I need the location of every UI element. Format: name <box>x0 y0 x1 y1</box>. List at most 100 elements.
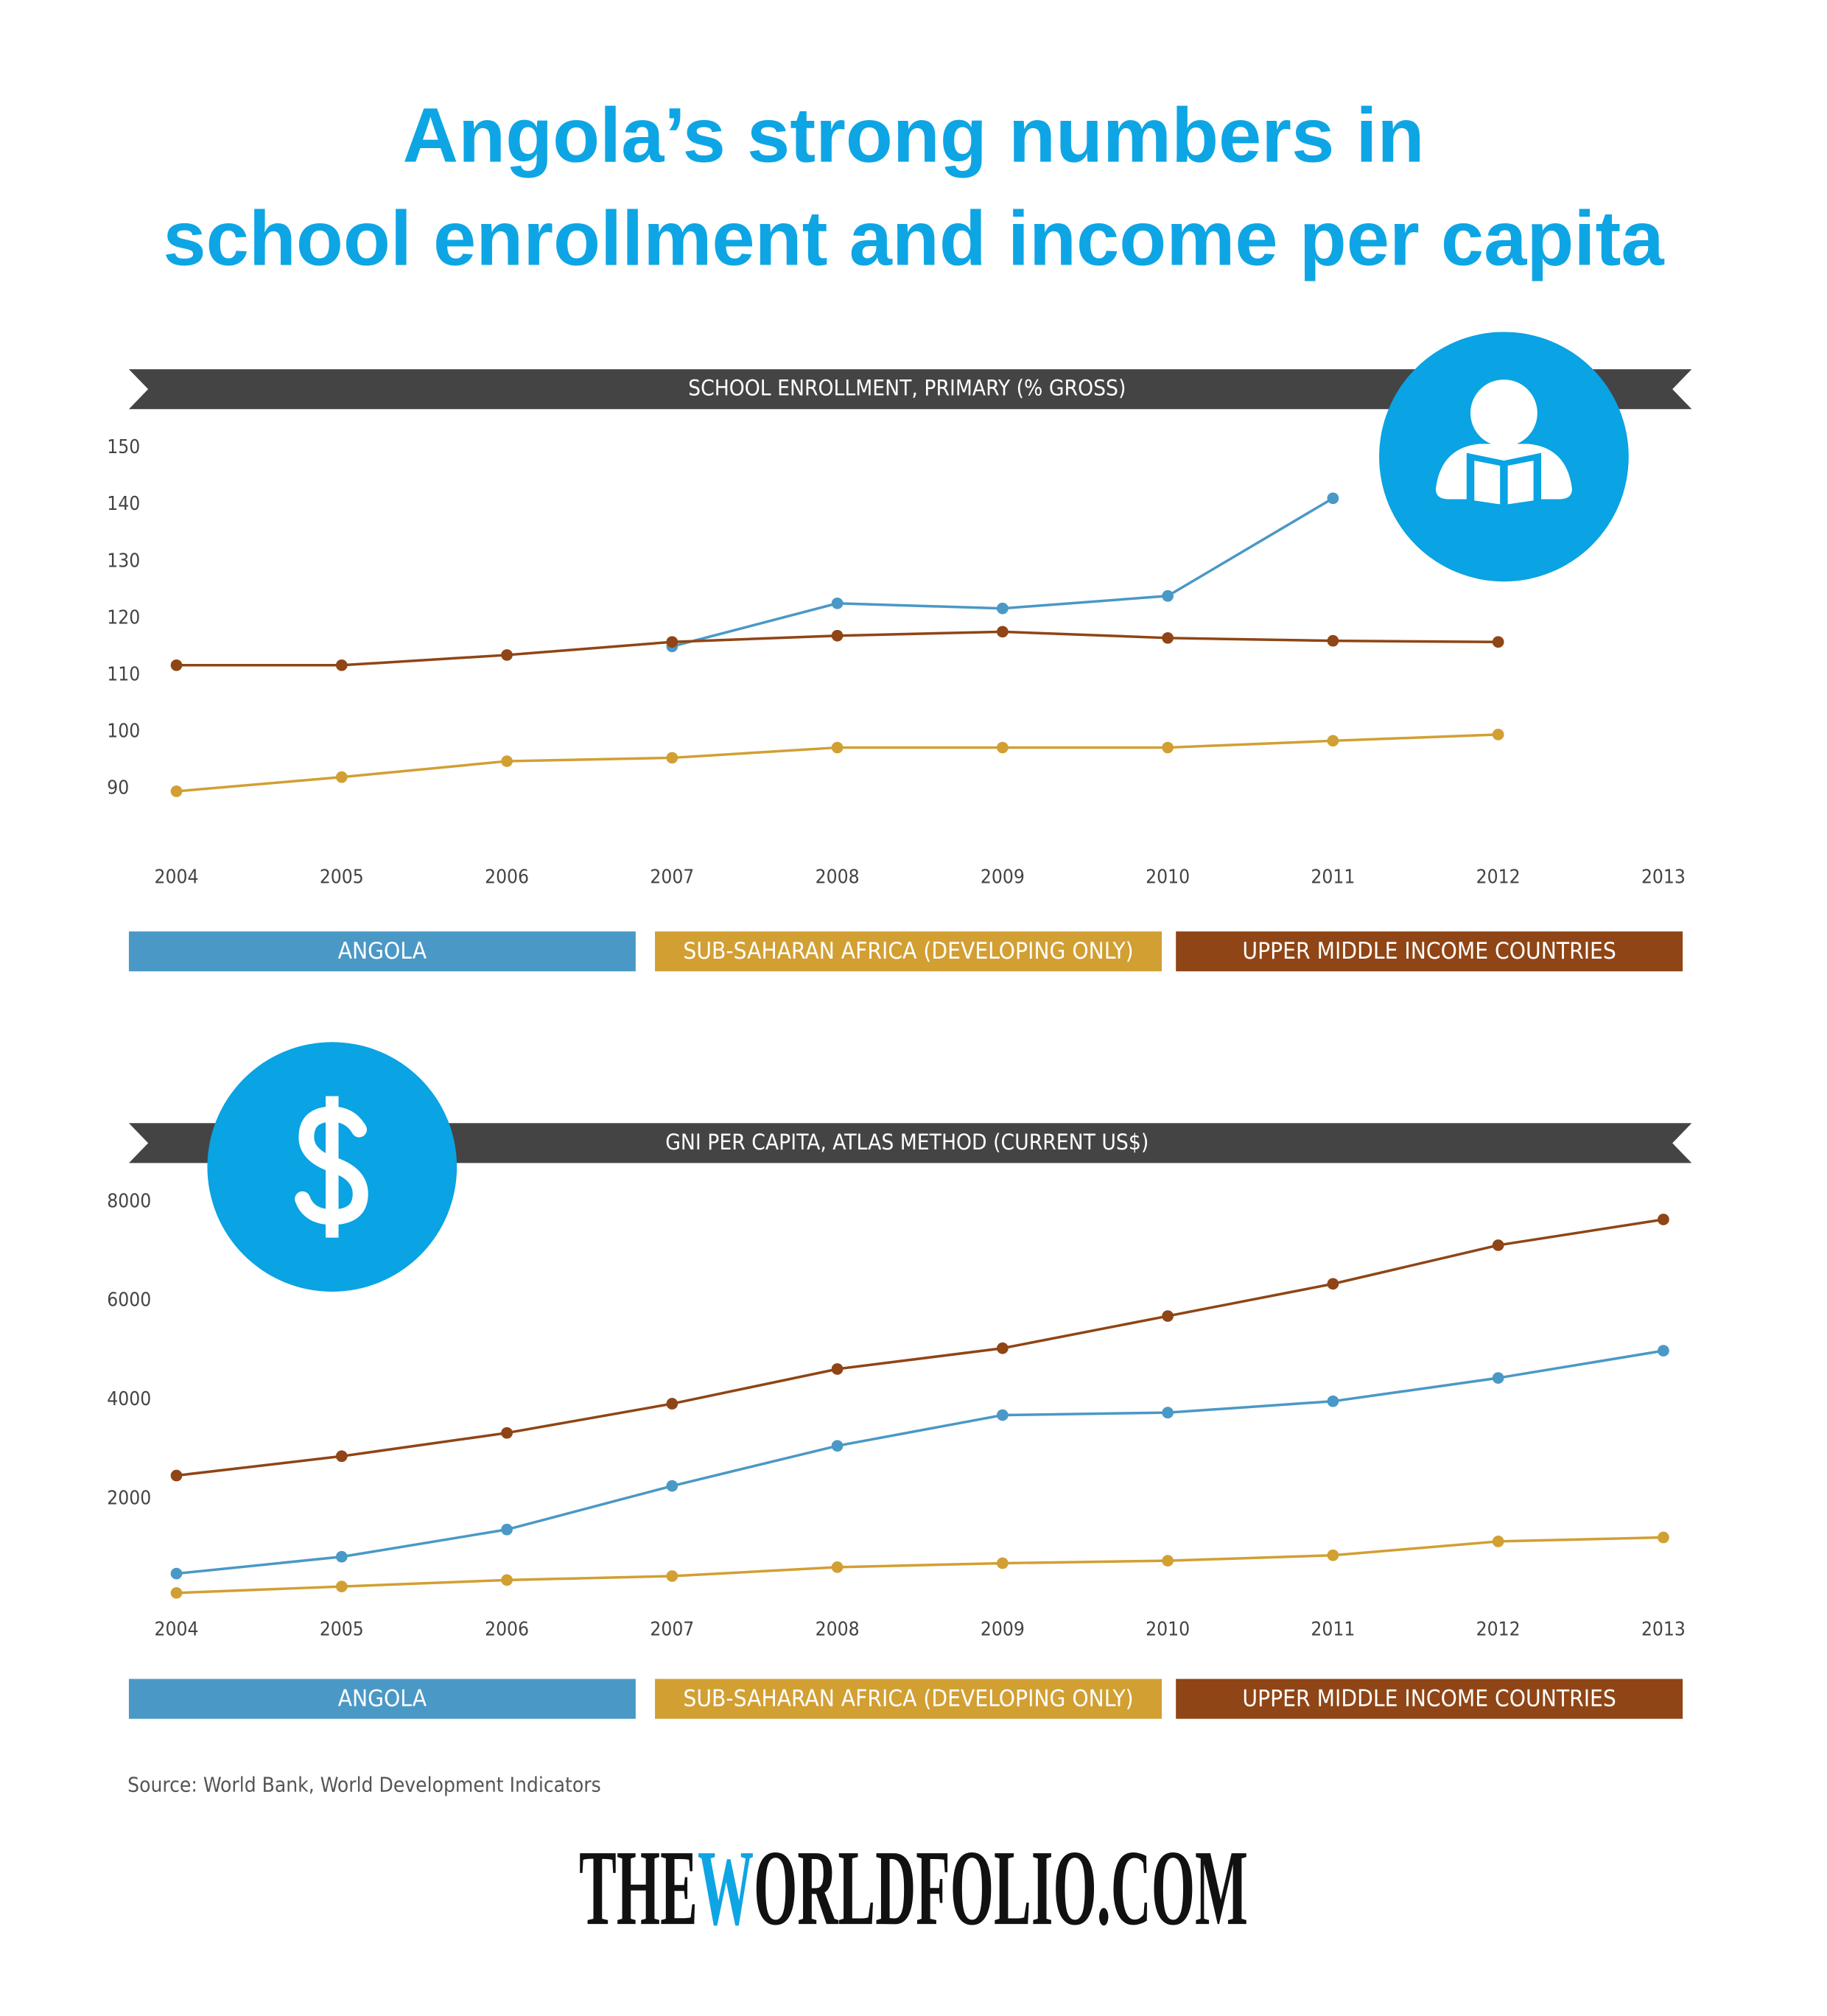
y-tick-label: 8000 <box>107 1190 151 1212</box>
point <box>335 1581 348 1592</box>
legend-swatch <box>1176 931 1683 972</box>
x-tick-label: 2013 <box>1641 1619 1686 1641</box>
banner <box>128 369 1692 410</box>
point <box>501 1574 513 1586</box>
legend-label: ANGOLA <box>338 938 427 965</box>
point <box>501 755 513 767</box>
point <box>1492 1372 1504 1384</box>
point <box>1162 741 1174 754</box>
point <box>1492 636 1504 648</box>
point <box>997 741 1009 754</box>
point <box>1658 1531 1669 1544</box>
legend-swatch <box>655 1679 1162 1719</box>
y-tick-label: 4000 <box>107 1388 151 1410</box>
point <box>335 1550 348 1563</box>
point <box>831 1440 844 1452</box>
point <box>501 1523 513 1536</box>
point <box>831 1363 844 1375</box>
point <box>997 1409 1009 1421</box>
legend-label: ANGOLA <box>338 1685 427 1712</box>
x-tick-label: 2007 <box>650 866 694 888</box>
point <box>170 659 183 671</box>
point <box>666 1570 678 1582</box>
x-tick-label: 2009 <box>981 866 1025 888</box>
x-tick-label: 2012 <box>1476 866 1521 888</box>
chart-title: SCHOOL ENROLLMENT, PRIMARY (% GROSS) <box>688 375 1126 401</box>
point <box>997 602 1009 615</box>
legend-swatch <box>1176 1679 1683 1719</box>
brand-part: ORLDFOLIO.COM <box>754 1827 1248 1947</box>
y-tick-label: 130 <box>107 550 140 572</box>
x-tick-label: 2005 <box>320 1619 364 1641</box>
y-tick-label: 110 <box>107 663 140 685</box>
point <box>1658 1214 1669 1225</box>
title-line: Angola’s strong numbers in <box>402 93 1424 179</box>
point <box>1327 1395 1339 1407</box>
point <box>1658 1345 1669 1357</box>
title-line: school enrollment and income per capita <box>163 195 1664 281</box>
x-tick-label: 2011 <box>1311 1619 1355 1641</box>
point <box>1162 589 1174 602</box>
x-tick-label: 2007 <box>650 1619 694 1641</box>
x-tick-label: 2004 <box>155 1619 199 1641</box>
point <box>997 626 1009 638</box>
series-line <box>176 1349 1664 1575</box>
y-tick-label: 120 <box>107 606 140 629</box>
x-tick-label: 2009 <box>981 1619 1025 1641</box>
point <box>1492 1536 1504 1547</box>
y-tick-label: 6000 <box>107 1289 151 1312</box>
point <box>335 771 348 783</box>
point <box>1162 1407 1174 1418</box>
y-tick-label: 90 <box>107 777 129 799</box>
x-tick-label: 2011 <box>1311 866 1355 888</box>
x-tick-label: 2004 <box>155 866 199 888</box>
point <box>666 1398 678 1410</box>
x-tick-label: 2005 <box>320 866 364 888</box>
brand-part: W <box>698 1827 754 1947</box>
y-tick-label: 150 <box>107 436 140 458</box>
legend-swatch <box>655 931 1162 972</box>
legend-label: SUB-SAHARAN AFRICA (DEVELOPING ONLY) <box>683 1685 1133 1712</box>
x-tick-label: 2006 <box>485 1619 529 1641</box>
point <box>831 629 844 642</box>
x-tick-label: 2008 <box>816 1619 860 1641</box>
reader-icon <box>1379 332 1629 582</box>
dollar-icon <box>207 1042 457 1292</box>
point <box>170 1586 183 1599</box>
point <box>831 1561 844 1573</box>
point <box>1327 634 1339 647</box>
x-tick-label: 2006 <box>485 866 529 888</box>
point <box>831 597 844 609</box>
point <box>1327 492 1339 505</box>
legend-swatch <box>128 1679 636 1719</box>
point <box>1162 631 1174 644</box>
point <box>501 649 513 661</box>
point <box>170 785 183 797</box>
point <box>666 636 678 648</box>
x-tick-label: 2008 <box>816 866 860 888</box>
point <box>831 741 844 754</box>
y-tick-label: 140 <box>107 493 140 515</box>
point <box>666 1480 678 1492</box>
series-line <box>176 1218 1664 1477</box>
source: Source: World Bank, World Development In… <box>127 1772 601 1796</box>
x-tick-label: 2012 <box>1476 1619 1521 1641</box>
point <box>335 1450 348 1463</box>
chart-title: GNI PER CAPITA, ATLAS METHOD (CURRENT US… <box>665 1129 1149 1155</box>
point <box>170 1469 183 1482</box>
x-tick-label: 2010 <box>1146 1619 1190 1641</box>
series-line <box>176 1536 1663 1595</box>
point <box>1327 1549 1339 1561</box>
point <box>1492 1239 1504 1251</box>
banner <box>128 1123 1692 1163</box>
point <box>501 1427 513 1439</box>
legend-label: UPPER MIDDLE INCOME COUNTRIES <box>1242 938 1616 965</box>
point <box>1327 735 1339 747</box>
point <box>997 1557 1009 1569</box>
legend-label: SUB-SAHARAN AFRICA (DEVELOPING ONLY) <box>683 938 1133 965</box>
point <box>170 1567 183 1580</box>
point <box>997 1342 1009 1354</box>
point <box>335 659 348 671</box>
point <box>1327 1278 1339 1290</box>
